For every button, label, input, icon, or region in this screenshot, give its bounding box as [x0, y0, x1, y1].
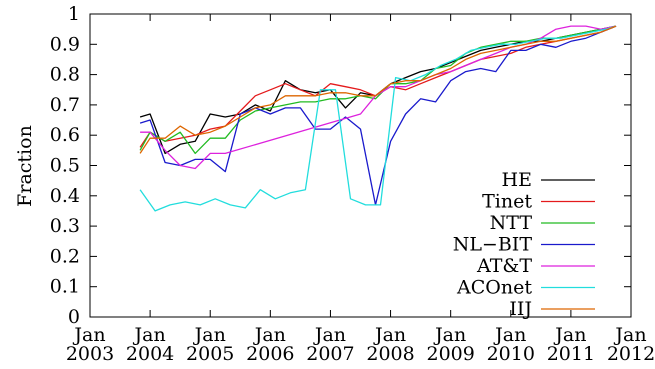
y-tick-label: 0.7: [50, 94, 80, 116]
x-tick-label: Jan 2011: [547, 324, 595, 365]
x-tick-label: Jan 2005: [186, 324, 234, 365]
x-tick-month: Jan: [373, 324, 406, 346]
legend-label: ACOnet: [456, 277, 532, 299]
x-tick-label: Jan 2012: [607, 324, 655, 365]
x-tick-label: Jan 2010: [487, 324, 535, 365]
x-tick-label: Jan 2009: [426, 324, 474, 365]
x-tick-year: 2004: [126, 343, 174, 365]
series-line-tinet: [139, 25, 617, 148]
x-tick-label: Jan 2007: [306, 324, 354, 365]
y-tick-label: 0.2: [50, 245, 80, 267]
x-tick-label: Jan 2006: [246, 324, 294, 365]
x-tick-year: 2012: [607, 343, 655, 365]
series-line-ntt: [139, 25, 617, 155]
legend-label: AT&T: [476, 255, 532, 277]
x-tick-month: Jan: [553, 324, 586, 346]
y-tick-label: 0.8: [50, 64, 80, 86]
series-line-nl-bit: [139, 25, 617, 206]
x-tick-year: 2009: [426, 343, 474, 365]
x-tick-label: Jan 2008: [366, 324, 414, 365]
legend-label: Tinet: [482, 191, 532, 213]
x-tick-month: Jan: [253, 324, 286, 346]
plot-lines: [139, 25, 617, 212]
x-tick-month: Jan: [72, 324, 105, 346]
x-tick-month: Jan: [193, 324, 226, 346]
y-tick-label: 1: [68, 3, 80, 25]
x-tick-month: Jan: [133, 324, 166, 346]
x-tick-year: 2003: [66, 343, 114, 365]
x-tick-month: Jan: [493, 324, 526, 346]
legend-label: NTT: [490, 212, 533, 234]
x-tick-month: Jan: [433, 324, 466, 346]
series-line-aconet: [139, 25, 617, 212]
y-tick-label: 0.9: [50, 33, 80, 55]
x-tick-year: 2007: [306, 343, 354, 365]
x-tick-year: 2006: [246, 343, 294, 365]
y-tick-label: 0.1: [50, 276, 80, 298]
y-axis-label: Fraction: [14, 125, 36, 207]
legend-label: NL−BIT: [453, 234, 533, 256]
plot-frame: [89, 13, 632, 318]
legend-label: IIJ: [509, 298, 532, 320]
y-axis: 0 0.1 0.2 0.3 0.4 0.5 0.6 0.7 0.8 0.9 1: [50, 3, 631, 328]
y-tick-label: 0.4: [50, 185, 80, 207]
y-tick-label: 0.5: [50, 155, 80, 177]
x-tick-month: Jan: [313, 324, 346, 346]
x-tick-year: 2008: [366, 343, 414, 365]
series-line-at-t: [140, 25, 617, 170]
x-tick-label: Jan 2003: [66, 324, 114, 365]
x-tick-month: Jan: [613, 324, 646, 346]
x-tick-year: 2011: [547, 343, 595, 365]
x-tick-year: 2010: [487, 343, 535, 365]
series-line-iij: [139, 25, 617, 154]
y-tick-label: 0.3: [50, 215, 80, 237]
y-tick-label: 0: [68, 306, 80, 328]
x-tick-year: 2005: [186, 343, 234, 365]
x-tick-label: Jan 2004: [126, 324, 174, 365]
y-tick-label: 0.6: [50, 124, 80, 146]
legend-label: HE: [502, 169, 532, 191]
